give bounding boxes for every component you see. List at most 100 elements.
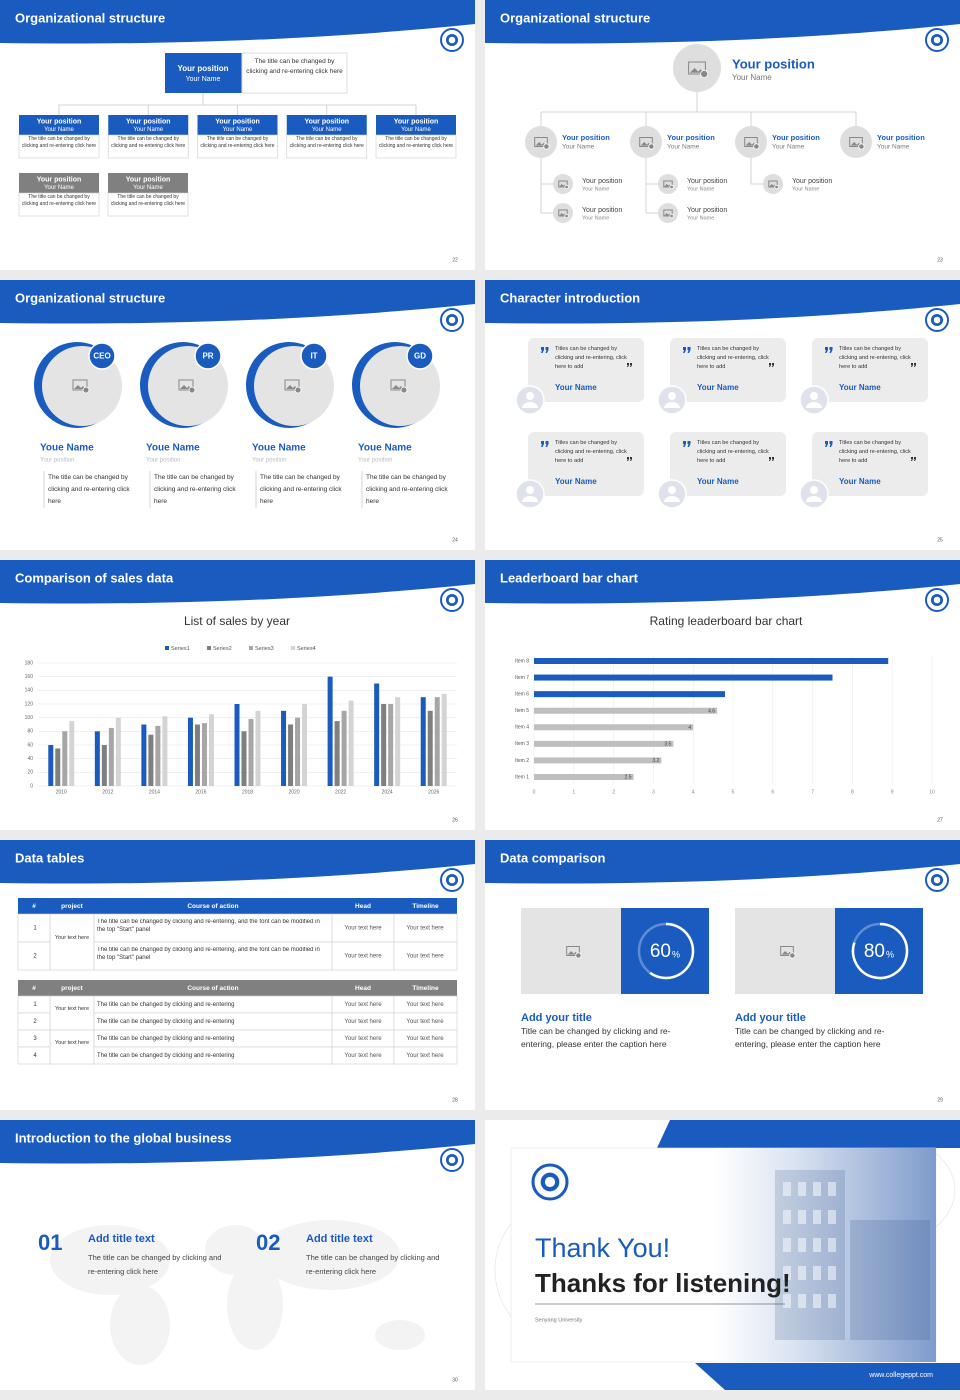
map-shape bbox=[227, 1260, 283, 1350]
quote-mark bbox=[541, 441, 549, 447]
y-tick-label: 140 bbox=[25, 688, 34, 694]
bar bbox=[62, 731, 68, 786]
cell-text: The title can be changed by clicking and… bbox=[97, 1053, 234, 1059]
value-text: 60 bbox=[650, 941, 671, 962]
page-number: 26 bbox=[452, 817, 458, 823]
slide-title: Comparison of sales data bbox=[15, 570, 174, 585]
avatar-head bbox=[668, 486, 676, 494]
image-icon bbox=[564, 184, 569, 190]
chart-title: List of sales by year bbox=[184, 614, 290, 628]
position-box bbox=[108, 173, 188, 193]
value-label: 4 bbox=[688, 725, 691, 731]
bar bbox=[388, 704, 394, 786]
image-icon bbox=[575, 952, 582, 959]
avatar-body bbox=[664, 402, 680, 408]
avatar-head bbox=[526, 392, 534, 400]
avatar-body bbox=[806, 402, 822, 408]
window bbox=[828, 1238, 836, 1252]
header-band bbox=[485, 560, 960, 604]
tag-badge bbox=[88, 342, 116, 370]
window bbox=[783, 1266, 791, 1280]
text: The title can be changed by clicking and… bbox=[110, 194, 186, 208]
text: Your Name bbox=[697, 383, 739, 392]
text: Your Name bbox=[555, 477, 597, 486]
cell-text: Your text here bbox=[406, 1002, 444, 1008]
text: Your position bbox=[252, 458, 286, 464]
cell-text: Your text here bbox=[406, 1019, 444, 1025]
window bbox=[798, 1294, 806, 1308]
building bbox=[850, 1220, 930, 1340]
logo bbox=[933, 876, 941, 884]
image-icon bbox=[558, 209, 568, 217]
image-icon bbox=[543, 143, 550, 150]
bar bbox=[295, 717, 301, 786]
image-icon bbox=[400, 386, 408, 394]
image-icon bbox=[789, 952, 796, 959]
bar bbox=[534, 724, 694, 731]
text: PR bbox=[202, 352, 213, 361]
text: Your Name bbox=[133, 185, 163, 191]
header-cell: Head bbox=[355, 985, 371, 992]
text: Your Name bbox=[732, 73, 772, 82]
position-box bbox=[19, 173, 99, 193]
text: The title can be changed by clicking and… bbox=[21, 194, 97, 208]
unit-text: % bbox=[886, 949, 894, 959]
text: Your Name bbox=[772, 144, 805, 151]
header-cell: Timeline bbox=[412, 903, 439, 910]
header-band bbox=[0, 840, 475, 884]
text: Your Name bbox=[582, 186, 609, 192]
text: Your position bbox=[37, 118, 82, 125]
unit-text: % bbox=[672, 949, 680, 959]
cell-text: Your text here bbox=[406, 1053, 444, 1059]
bar bbox=[108, 727, 114, 786]
text: Your Name bbox=[687, 186, 714, 192]
text: The title can be changed by clicking and… bbox=[260, 474, 342, 506]
item-number: 02 bbox=[256, 1230, 280, 1255]
text: GD bbox=[414, 352, 426, 361]
image-icon bbox=[663, 180, 673, 188]
cell-text: 2 bbox=[33, 1019, 37, 1025]
header-band bbox=[485, 0, 960, 44]
image-icon bbox=[781, 951, 793, 955]
y-tick-label: 80 bbox=[27, 729, 33, 735]
avatar bbox=[658, 203, 678, 223]
progress-ring bbox=[649, 922, 695, 980]
window bbox=[813, 1210, 821, 1224]
x-tick-label: 1 bbox=[572, 789, 575, 795]
bar bbox=[420, 697, 426, 786]
header-cell: Timeline bbox=[412, 985, 439, 992]
avatar bbox=[840, 126, 872, 158]
quote-mark bbox=[627, 363, 632, 367]
bar bbox=[162, 716, 168, 786]
avatar bbox=[658, 174, 678, 194]
bar bbox=[534, 674, 833, 681]
image-icon bbox=[567, 951, 579, 955]
x-tick-label: 2010 bbox=[56, 789, 67, 795]
x-tick-label: 7 bbox=[811, 789, 814, 795]
slide: Organizational structure 24 CEO Youe Name Yo… bbox=[0, 280, 475, 550]
cell-text: Your text here bbox=[406, 954, 444, 960]
text: Titles can be changed by clicking and re… bbox=[697, 440, 769, 465]
note-box bbox=[107, 134, 189, 159]
slide-title: Character introduction bbox=[500, 290, 640, 305]
image-icon bbox=[294, 386, 302, 394]
text-block: The title can be changed by clicking and… bbox=[366, 474, 448, 505]
note-box bbox=[18, 192, 100, 217]
text-block: The title can be changed by clicking and… bbox=[260, 474, 342, 506]
cell-text: 2 bbox=[33, 954, 37, 960]
text: Your position bbox=[667, 133, 715, 142]
y-tick-label: Item 2 bbox=[515, 758, 529, 764]
image-icon bbox=[566, 946, 580, 956]
text: The title can be changed by clicking and… bbox=[200, 136, 275, 150]
y-tick-label: 180 bbox=[25, 660, 34, 666]
chart-title: Rating leaderboard bar chart bbox=[650, 614, 803, 628]
text: Title can be changed by clicking and re-… bbox=[735, 1026, 885, 1049]
building bbox=[775, 1170, 845, 1340]
image-icon bbox=[688, 61, 706, 75]
window bbox=[783, 1210, 791, 1224]
slide-title: Organizational structure bbox=[15, 10, 165, 25]
text: Your position bbox=[687, 178, 727, 185]
text: Your Name bbox=[186, 76, 221, 83]
